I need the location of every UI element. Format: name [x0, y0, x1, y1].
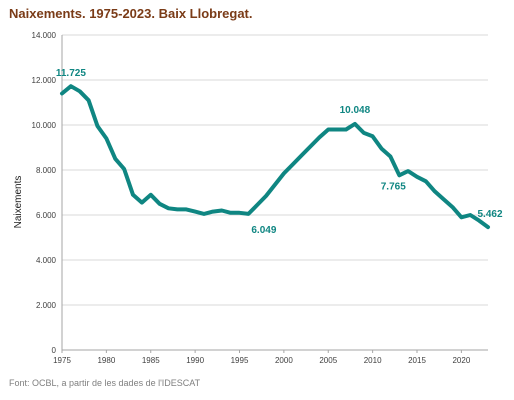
y-tick-label: 4.000: [36, 256, 57, 265]
x-tick-label: 2015: [408, 356, 426, 365]
x-tick-label: 2005: [319, 356, 337, 365]
x-tick-label: 2010: [364, 356, 382, 365]
y-tick-label: 8.000: [36, 166, 57, 175]
y-tick-label: 2.000: [36, 301, 57, 310]
y-tick-label: 12.000: [32, 76, 57, 85]
x-tick-label: 1980: [97, 356, 115, 365]
data-label: 7.765: [381, 181, 406, 192]
x-tick-labels: 1975 1980 1985 1990 1995 2000 2005 2010 2015 2020: [53, 350, 471, 365]
data-label: 6.049: [251, 225, 276, 236]
x-tick-label: 1985: [142, 356, 160, 365]
y-tick-label: 0: [52, 346, 57, 355]
y-tick-labels: 0 2.000 4.000 6.000 8.000 10.000 12.000 14.000: [32, 31, 57, 355]
x-tick-label: 1990: [186, 356, 204, 365]
y-axis-label: Naixements: [13, 176, 24, 229]
y-tick-label: 14.000: [32, 31, 57, 40]
data-label: 5.462: [477, 209, 502, 220]
series-line: [60, 84, 490, 230]
gridlines: [62, 34, 488, 306]
data-label: 11.725: [56, 68, 86, 79]
data-label: 10.048: [340, 105, 371, 116]
x-tick-label: 2020: [452, 356, 470, 365]
data-labels: 11.725 6.049 10.048 7.765 5.462: [56, 68, 503, 236]
axes: [61, 35, 488, 351]
y-tick-label: 6.000: [36, 211, 57, 220]
series: [60, 84, 490, 230]
source-note: Font: OCBL, a partir de les dades de l'I…: [9, 378, 201, 388]
y-tick-label: 10.000: [32, 121, 57, 130]
x-tick-label: 1995: [231, 356, 249, 365]
chart-title: Naixements. 1975-2023. Baix Llobregat.: [9, 6, 253, 21]
x-tick-label: 2000: [275, 356, 293, 365]
x-tick-label: 1975: [53, 356, 71, 365]
